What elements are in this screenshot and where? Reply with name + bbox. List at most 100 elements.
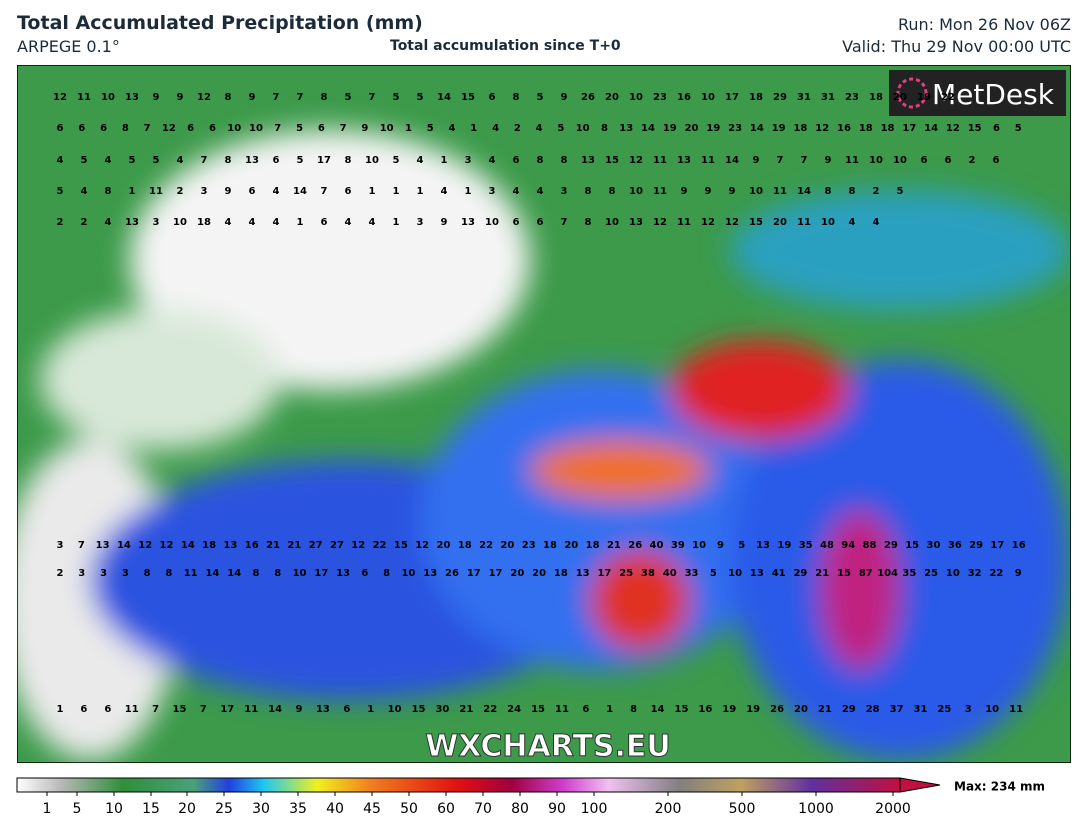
grid-value: 4 (537, 186, 544, 197)
grid-value: 7 (777, 155, 784, 166)
grid-value: 1 (417, 186, 424, 197)
grid-value: 12 (351, 540, 365, 551)
grid-value: 8 (561, 155, 568, 166)
grid-value: 8 (165, 568, 172, 579)
grid-value: 14 (227, 568, 241, 579)
grid-value: 4 (273, 186, 280, 197)
grid-value: 10 (629, 186, 643, 197)
colorbar-label: 40 (326, 801, 344, 817)
grid-value: 11 (125, 704, 139, 715)
grid-value: 8 (225, 92, 232, 103)
grid-value: 18 (586, 540, 600, 551)
grid-value: 5 (1015, 123, 1022, 134)
grid-value: 19 (772, 123, 786, 134)
grid-value: 18 (458, 540, 472, 551)
grid-value: 21 (607, 540, 621, 551)
grid-value: 15 (461, 92, 475, 103)
grid-value: 17 (317, 155, 331, 166)
grid-value: 10 (946, 568, 960, 579)
grid-value: 2 (57, 568, 64, 579)
grid-value: 1 (297, 217, 304, 228)
grid-value: 4 (536, 123, 543, 134)
grid-value: 20 (773, 217, 787, 228)
grid-value: 5 (153, 155, 160, 166)
grid-value: 22 (479, 540, 493, 551)
grid-value: 10 (576, 123, 590, 134)
grid-value: 20 (437, 540, 451, 551)
grid-value: 10 (701, 92, 715, 103)
grid-value: 15 (605, 155, 619, 166)
grid-value: 13 (581, 155, 595, 166)
grid-value: 4 (345, 217, 352, 228)
grid-value: 4 (441, 186, 448, 197)
grid-value: 2 (177, 186, 184, 197)
grid-value: 6 (537, 217, 544, 228)
grid-value: 10 (629, 92, 643, 103)
grid-value: 29 (884, 540, 898, 551)
grid-value: 3 (417, 217, 424, 228)
grid-value: 5 (345, 92, 352, 103)
grid-value: 6 (921, 155, 928, 166)
grid-value: 8 (537, 155, 544, 166)
grid-value: 6 (513, 217, 520, 228)
grid-value: 3 (965, 704, 972, 715)
run: Run: Mon 26 Nov 06Z (897, 15, 1071, 34)
grid-value: 8 (849, 186, 856, 197)
subtitle: Total accumulation since T+0 (390, 38, 621, 54)
grid-value: 6 (78, 123, 85, 134)
grid-value: 12 (946, 123, 960, 134)
grid-value: 6 (100, 123, 107, 134)
colorbar-label: 5 (73, 801, 82, 817)
grid-value: 18 (197, 217, 211, 228)
grid-value: 6 (993, 123, 1000, 134)
grid-value: 14 (725, 155, 739, 166)
grid-value: 5 (897, 186, 904, 197)
grid-value: 15 (173, 704, 187, 715)
grid-value: 35 (902, 568, 916, 579)
grid-value: 14 (797, 186, 811, 197)
grid-value: 1 (405, 123, 412, 134)
colorbar-label: 200 (655, 801, 682, 817)
grid-value: 10 (749, 186, 763, 197)
grid-value: 8 (585, 186, 592, 197)
grid-value: 18 (202, 540, 216, 551)
grid-value: 6 (345, 186, 352, 197)
grid-value: 19 (746, 704, 760, 715)
grid-value: 2 (57, 217, 64, 228)
grid-value: 9 (153, 92, 160, 103)
grid-value: 8 (630, 704, 637, 715)
grid-value: 20 (794, 704, 808, 715)
grid-value: 17 (597, 568, 611, 579)
grid-value: 1 (393, 217, 400, 228)
grid-value: 14 (641, 123, 655, 134)
grid-value: 19 (777, 540, 791, 551)
grid-value: 4 (513, 186, 520, 197)
colorbar (16, 777, 901, 793)
grid-value: 3 (78, 568, 85, 579)
grid-value: 5 (129, 155, 136, 166)
grid-value: 6 (57, 123, 64, 134)
colorbar-label: 35 (289, 801, 307, 817)
grid-value: 28 (866, 704, 880, 715)
grid-value: 19 (663, 123, 677, 134)
grid-value: 11 (845, 155, 859, 166)
grid-value: 13 (336, 568, 350, 579)
grid-value: 4 (417, 155, 424, 166)
grid-value: 15 (394, 540, 408, 551)
grid-value: 35 (799, 540, 813, 551)
grid-value: 40 (650, 540, 664, 551)
grid-value: 10 (605, 217, 619, 228)
grid-value: 16 (1012, 540, 1026, 551)
grid-value: 7 (78, 540, 85, 551)
grid-value: 5 (296, 123, 303, 134)
grid-value: 17 (902, 123, 916, 134)
grid-value: 41 (772, 568, 786, 579)
grid-value: 17 (467, 568, 481, 579)
grid-value: 17 (990, 540, 1004, 551)
grid-value: 4 (81, 186, 88, 197)
grid-value: 20 (605, 92, 619, 103)
watermark: WXCHARTS.EU (425, 729, 671, 764)
grid-value: 30 (927, 540, 941, 551)
grid-value: 8 (144, 568, 151, 579)
grid-value: 21 (818, 704, 832, 715)
